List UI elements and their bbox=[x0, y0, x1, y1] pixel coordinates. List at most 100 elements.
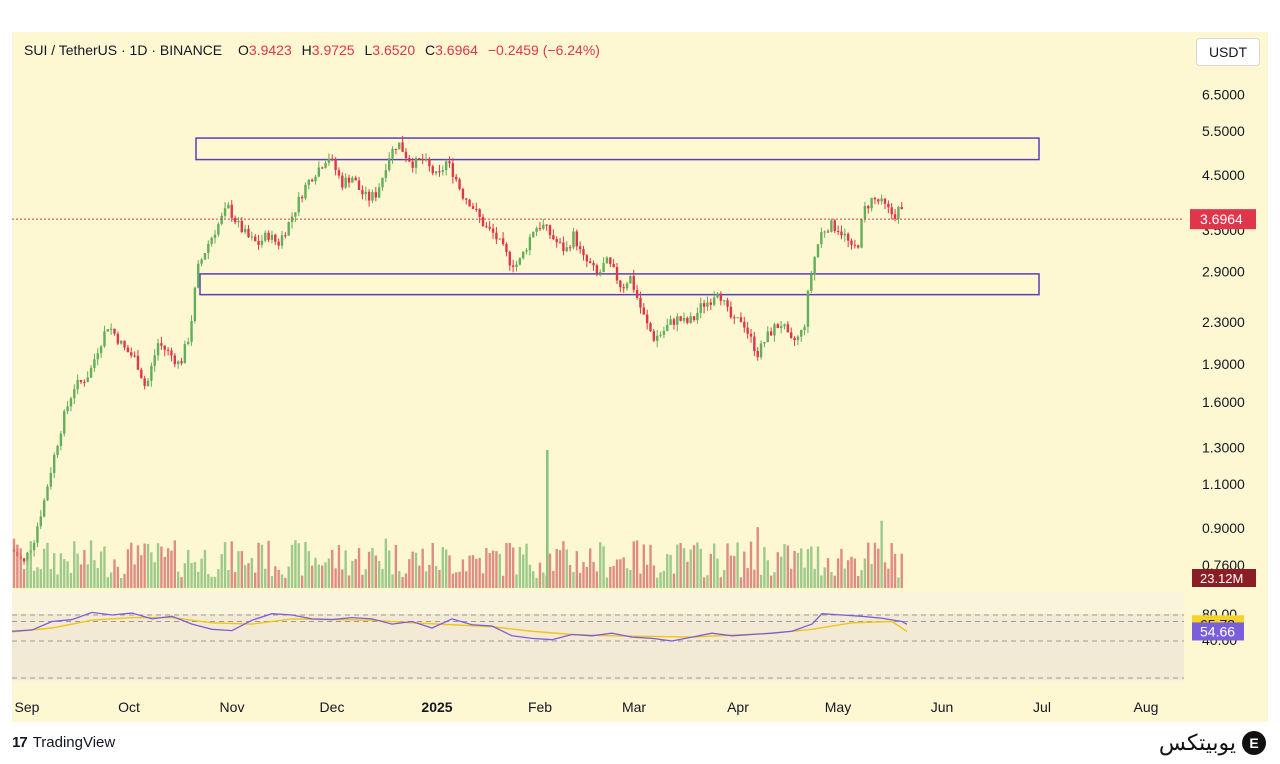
volume-bar bbox=[267, 540, 270, 588]
volume-bar bbox=[716, 558, 719, 588]
last-price-badge bbox=[1190, 209, 1256, 230]
volume-bar bbox=[508, 542, 511, 588]
candle-body bbox=[347, 177, 351, 183]
volume-bar bbox=[428, 565, 431, 588]
volume-bar bbox=[676, 544, 679, 588]
volume-bar bbox=[391, 574, 394, 588]
candle-body bbox=[166, 349, 170, 351]
candle-body bbox=[113, 328, 116, 334]
price-tick-label: 1.3000 bbox=[1202, 439, 1245, 455]
volume-bar bbox=[813, 568, 816, 588]
price-tick-label: 1.6000 bbox=[1202, 394, 1245, 410]
chart-canvas[interactable]: 6.50005.50004.50003.50002.90002.30001.90… bbox=[12, 32, 1268, 722]
price-tick-label: 1.9000 bbox=[1202, 356, 1245, 372]
volume-bar bbox=[210, 576, 213, 588]
currency-button[interactable]: USDT bbox=[1196, 38, 1260, 66]
volume-bar bbox=[36, 567, 39, 588]
volume-bar bbox=[461, 559, 465, 588]
candle-body bbox=[274, 234, 277, 242]
candle-body bbox=[76, 380, 79, 390]
candle-body bbox=[897, 206, 900, 220]
volume-bar bbox=[481, 573, 485, 588]
candle-body bbox=[351, 177, 354, 183]
candle-body bbox=[146, 380, 150, 386]
candle-body bbox=[857, 245, 860, 248]
volume-bar bbox=[769, 575, 773, 588]
candle-body bbox=[528, 237, 532, 251]
volume-bar bbox=[150, 552, 153, 588]
volume-bar bbox=[300, 575, 304, 588]
candle-body bbox=[434, 171, 438, 174]
volume-bar bbox=[56, 574, 59, 588]
volume-bar bbox=[284, 577, 287, 588]
price-tick-label: 6.5000 bbox=[1202, 86, 1245, 102]
volume-bar bbox=[491, 550, 495, 588]
candle-body bbox=[729, 306, 733, 318]
candle-body bbox=[401, 142, 404, 152]
candle-body bbox=[56, 445, 59, 455]
candle-body bbox=[46, 486, 49, 501]
volume-bar bbox=[331, 549, 334, 588]
candle-body bbox=[686, 317, 689, 323]
volume-bar bbox=[893, 553, 897, 588]
volume-bar bbox=[133, 564, 136, 588]
volume-bar bbox=[783, 543, 786, 588]
volume-bar bbox=[746, 568, 749, 588]
tradingview-logo[interactable]: 17 TradingView bbox=[12, 734, 115, 751]
candle-body bbox=[394, 148, 398, 150]
volume-bar bbox=[173, 540, 176, 588]
volume-bar bbox=[377, 560, 381, 588]
volume-bar bbox=[438, 570, 441, 588]
volume-bar bbox=[706, 575, 709, 588]
volume-bar bbox=[679, 542, 682, 588]
candle-body bbox=[327, 158, 331, 163]
volume-bar bbox=[53, 553, 56, 588]
candle-body bbox=[538, 228, 542, 230]
volume-bar bbox=[32, 570, 36, 588]
volume-bar bbox=[347, 575, 351, 588]
volume-bar bbox=[565, 549, 568, 588]
volume-bar bbox=[26, 559, 29, 588]
x-tick-label: May bbox=[825, 699, 851, 715]
candle-body bbox=[321, 167, 324, 169]
candle-body bbox=[404, 151, 408, 159]
volume-bar bbox=[49, 569, 53, 588]
candle-body bbox=[140, 369, 143, 379]
volume-bar bbox=[66, 561, 69, 588]
candle-body bbox=[850, 240, 853, 245]
volume-bar bbox=[146, 543, 150, 588]
open-label: O bbox=[238, 42, 249, 58]
volume-bar bbox=[729, 555, 733, 588]
volume-bar bbox=[763, 547, 766, 588]
candle-body bbox=[525, 250, 528, 252]
volume-bar bbox=[689, 549, 692, 588]
x-tick-label: Jun bbox=[931, 699, 954, 715]
volume-bar bbox=[518, 546, 522, 588]
candle-body bbox=[746, 327, 749, 334]
candle-body bbox=[880, 198, 883, 202]
candle-body bbox=[26, 552, 29, 562]
candle-body bbox=[220, 215, 223, 224]
high-label: H bbox=[301, 42, 312, 58]
candle-body bbox=[776, 324, 779, 328]
candle-body bbox=[354, 177, 357, 181]
candle-body bbox=[505, 244, 508, 252]
volume-bar bbox=[324, 562, 327, 588]
price-pane bbox=[12, 32, 1184, 592]
candle-body bbox=[682, 317, 686, 321]
candle-body bbox=[836, 230, 840, 232]
candle-body bbox=[605, 257, 609, 264]
volume-bar bbox=[642, 544, 645, 588]
volume-bar bbox=[599, 542, 602, 588]
candle-body bbox=[240, 220, 243, 233]
candle-body bbox=[769, 331, 773, 336]
candle-body bbox=[676, 316, 679, 325]
volume-bar bbox=[726, 543, 729, 588]
rsi-ma-value-badge bbox=[1192, 622, 1244, 641]
candle-body bbox=[310, 179, 314, 182]
volume-bar bbox=[287, 566, 290, 588]
volume-bar bbox=[535, 577, 538, 588]
candle-body bbox=[481, 216, 485, 227]
candle-body bbox=[364, 191, 367, 195]
candle-body bbox=[485, 226, 488, 228]
